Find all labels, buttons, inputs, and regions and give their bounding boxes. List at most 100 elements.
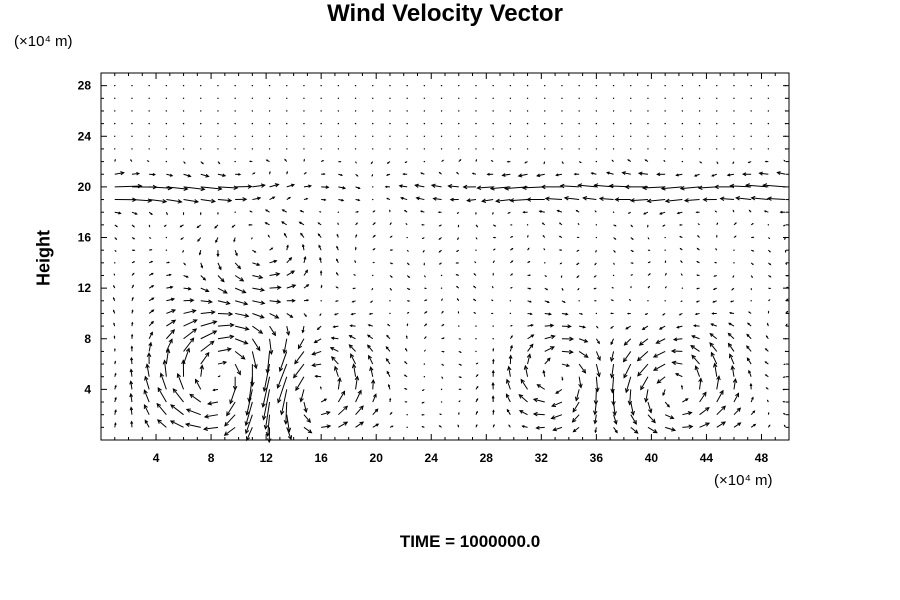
vector-dot [286,135,288,137]
vector-arrowhead [113,322,116,325]
vector-arrowhead [562,162,564,165]
wind-vector [164,360,167,377]
vector-arrowhead [475,410,478,414]
vector-arrowhead [317,222,320,225]
vector-arrowhead [691,354,696,360]
vector-arrowhead [674,373,679,377]
wind-vector [544,346,555,352]
wind-vector [510,199,528,202]
vector-arrowhead [702,197,708,202]
vector-dot [716,122,718,125]
vector-dot [440,97,443,100]
wind-vector [477,186,494,189]
wind-vector [728,343,735,352]
vector-arrowhead [156,419,162,424]
vector-dot [458,110,460,112]
vector-arrowhead [390,275,393,278]
vector-arrowhead [475,424,478,427]
vector-arrowhead [511,273,514,276]
vector-arrowhead [274,314,280,319]
vector-dot [784,338,787,340]
vector-arrowhead [558,249,561,251]
vector-arrowhead [323,173,326,176]
vector-arrowhead [373,222,376,225]
vector-arrowhead [716,375,721,381]
vector-arrowhead [253,364,258,370]
vector-arrowhead [476,385,479,389]
vector-arrowhead [242,197,248,202]
wind-vector [217,324,234,327]
vector-dot [234,110,236,112]
vector-arrowhead [150,260,154,263]
vector-arrowhead [672,337,678,342]
vector-arrowhead [151,285,155,288]
wind-vector [183,287,191,290]
vector-arrowhead [336,245,339,249]
vector-arrowhead [354,259,356,262]
vector-arrowhead [373,248,376,250]
x-tick-label: 4 [153,451,160,465]
vector-arrowhead [304,172,307,174]
wind-vector [691,335,700,340]
vector-arrowhead [439,413,441,415]
vector-dot [526,97,529,100]
wind-vector [629,389,632,405]
vector-arrowhead [597,341,600,345]
vector-arrowhead [721,405,726,411]
wind-vector [246,427,253,441]
vector-dot [268,135,271,137]
vector-arrowhead [532,397,538,403]
vector-arrowhead [508,354,513,359]
vector-arrowhead [199,364,205,370]
vector-arrowhead [560,276,563,279]
wind-vector [578,363,586,374]
vector-dot [526,135,529,137]
vector-arrowhead [779,210,783,214]
wind-vector [578,338,588,343]
vector-arrowhead [313,339,318,344]
vector-arrowhead [786,310,789,313]
vector-arrowhead [371,288,373,291]
vector-arrowhead [751,263,754,266]
vector-arrowhead [456,212,459,215]
vector-arrowhead [405,335,408,338]
vector-arrowhead [713,184,719,190]
vector-dot [440,135,443,137]
wind-vector [157,419,167,428]
vector-arrowhead [614,429,618,434]
vector-arrowhead [229,334,235,340]
vector-arrowhead [610,299,613,301]
vector-arrowhead [711,312,715,315]
vector-dot [372,97,374,100]
x-tick-label: 24 [425,451,439,465]
vector-arrowhead [784,238,786,241]
wind-vector [200,340,215,352]
vector-dot [372,135,374,137]
vector-arrowhead [627,400,633,406]
vector-dot [784,110,787,112]
vector-arrowhead [240,355,246,360]
vector-arrowhead [404,401,407,403]
vector-arrowhead [163,225,166,228]
vector-arrowhead [354,246,357,249]
vector-dot [165,160,168,163]
vector-arrowhead [506,160,509,163]
wind-vector [575,389,580,401]
vector-arrowhead [456,298,459,300]
vector-arrowhead [631,225,633,228]
vector-arrowhead [652,353,658,358]
vector-arrowhead [207,299,213,304]
wind-vector [277,363,288,389]
wind-vector [647,199,666,202]
wind-vector [624,338,632,346]
vector-arrowhead [559,262,562,265]
vector-arrowhead [752,236,755,239]
vector-arrowhead [442,159,445,162]
vector-dot [286,84,288,87]
vector-arrowhead [389,397,392,401]
wind-vector [716,405,726,416]
vector-arrowhead [637,371,642,377]
vector-arrowhead [405,347,407,351]
wind-vector [183,319,198,327]
vector-dot [114,122,116,125]
